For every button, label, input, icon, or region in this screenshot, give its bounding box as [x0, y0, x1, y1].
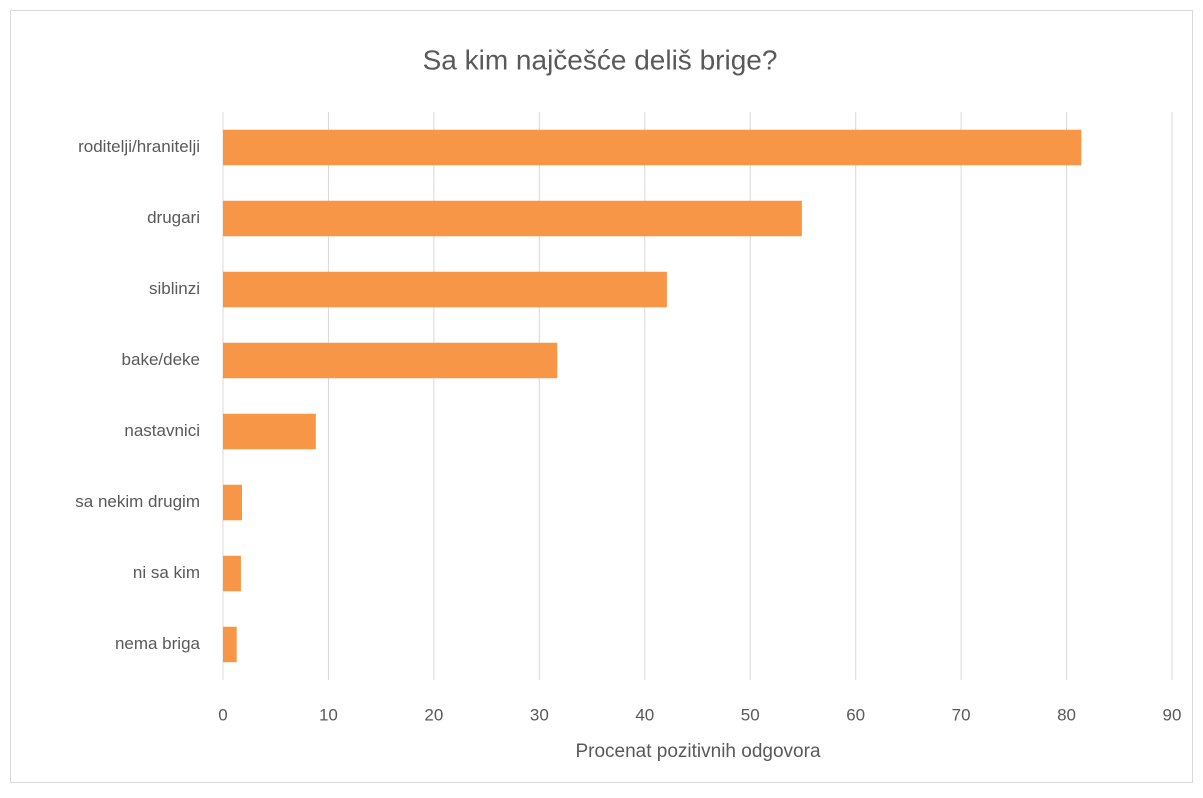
bar: [223, 271, 667, 308]
y-tick-label: bake/deke: [122, 350, 200, 369]
bar: [223, 200, 802, 237]
x-tick-label: 60: [846, 705, 865, 724]
x-tick-label: 20: [424, 705, 443, 724]
y-tick-label: siblinzi: [149, 279, 200, 298]
x-tick-label: 50: [741, 705, 760, 724]
x-tick-label: 90: [1163, 705, 1182, 724]
x-tick-label: 0: [218, 705, 227, 724]
x-tick-label: 10: [319, 705, 338, 724]
y-tick-label: nema briga: [115, 634, 201, 653]
x-tick-label: 40: [635, 705, 654, 724]
y-tick-label: nastavnici: [124, 421, 200, 440]
y-tick-label: drugari: [147, 208, 200, 227]
x-tick-label: 30: [530, 705, 549, 724]
x-tick-label: 80: [1057, 705, 1076, 724]
chart-title: Sa kim najčešće deliš brige?: [423, 44, 778, 75]
chart-border: [10, 10, 1193, 783]
bar: [223, 555, 241, 592]
bar: [223, 342, 558, 379]
bar: [223, 626, 237, 663]
x-axis-label: Procenat pozitivnih odgovora: [575, 741, 820, 762]
bar: [223, 484, 242, 521]
x-tick-label: 70: [952, 705, 971, 724]
y-tick-label: sa nekim drugim: [75, 492, 200, 511]
y-tick-label: ni sa kim: [133, 563, 200, 582]
bar: [223, 413, 316, 450]
y-tick-label: roditelji/hranitelji: [78, 137, 200, 156]
bar: [223, 129, 1082, 166]
